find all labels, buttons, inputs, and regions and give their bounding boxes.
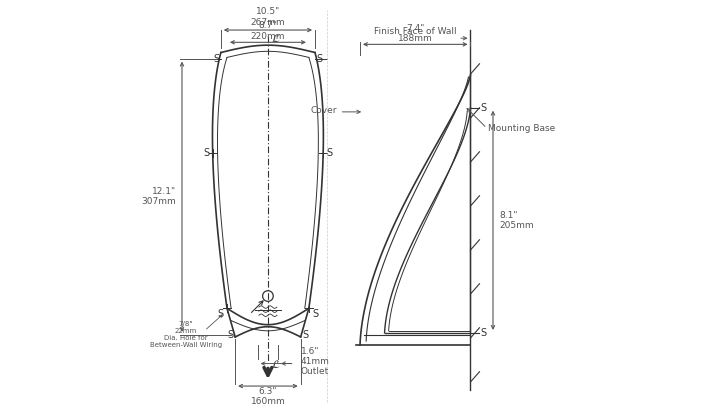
Text: S: S (204, 148, 210, 158)
Text: S: S (480, 103, 487, 113)
Text: 8.1"
205mm: 8.1" 205mm (499, 211, 534, 230)
Text: 7.4"
188mm: 7.4" 188mm (398, 24, 433, 43)
Text: S: S (316, 54, 322, 64)
Text: S: S (326, 148, 333, 158)
Text: S: S (214, 54, 220, 64)
Text: Cover: Cover (311, 106, 338, 115)
Text: S: S (480, 328, 487, 338)
Text: 1.6"
41mm
Outlet: 1.6" 41mm Outlet (301, 346, 330, 377)
Text: Mounting Base: Mounting Base (487, 124, 555, 133)
Text: $\mathcal{L}$: $\mathcal{L}$ (271, 32, 281, 44)
Text: $\mathcal{L}$: $\mathcal{L}$ (271, 358, 281, 370)
Text: 12.1"
307mm: 12.1" 307mm (141, 187, 176, 206)
Text: 8.7"
220mm: 8.7" 220mm (251, 21, 285, 40)
Text: 6.3"
160mm: 6.3" 160mm (251, 386, 285, 406)
Text: S: S (302, 330, 309, 340)
Text: 10.5"
267mm: 10.5" 267mm (251, 7, 285, 27)
Text: S: S (228, 330, 233, 340)
Text: S: S (312, 309, 318, 319)
Text: S: S (218, 309, 224, 319)
Text: 7/8"
22mm
Dia. Hole for
Between-Wall Wiring: 7/8" 22mm Dia. Hole for Between-Wall Wir… (150, 321, 222, 349)
Text: Finish Face of Wall: Finish Face of Wall (374, 27, 456, 36)
